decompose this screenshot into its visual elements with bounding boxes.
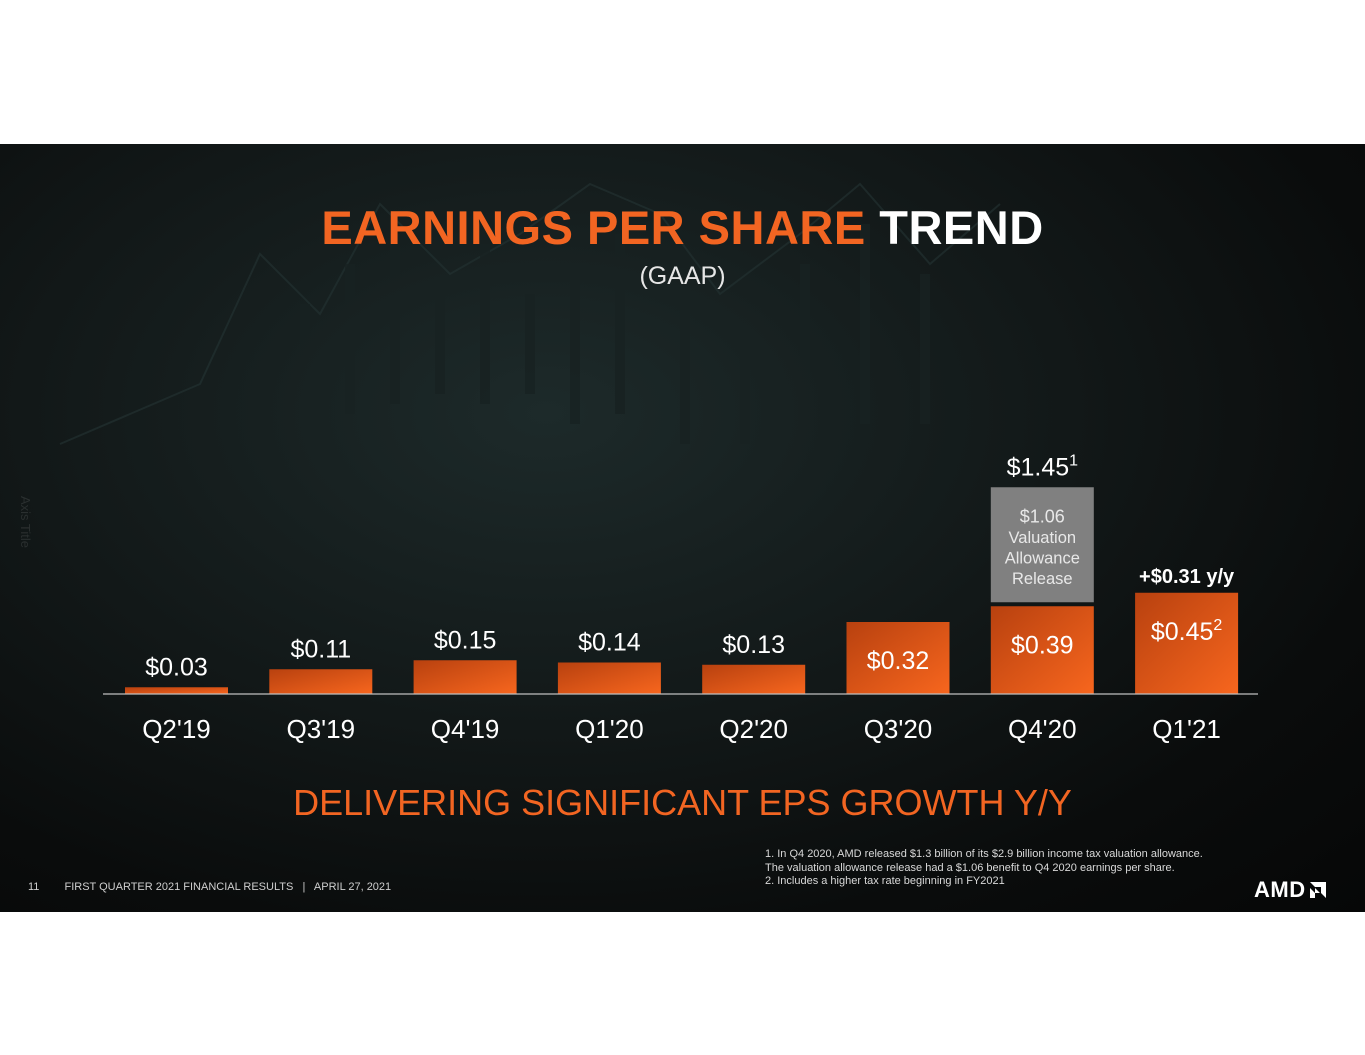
bar-total-label: $1.451 xyxy=(1007,452,1079,481)
bar-value-label: $0.452 xyxy=(1151,617,1223,646)
tagline: DELIVERING SIGNIFICANT EPS GROWTH Y/Y xyxy=(293,782,1072,823)
category-tick-label: Q4'20 xyxy=(1008,714,1077,744)
category-tick-label: Q2'19 xyxy=(142,714,211,744)
footer-text: FIRST QUARTER 2021 FINANCIAL RESULTS xyxy=(64,881,294,893)
title-orange-part: EARNINGS PER SHARE xyxy=(321,201,866,254)
bar-value-label: $0.32 xyxy=(867,647,930,675)
yoy-callout: +$0.31 y/y xyxy=(1139,566,1235,588)
footer: 11 FIRST QUARTER 2021 FINANCIAL RESULTS … xyxy=(28,881,391,893)
bar-valuation-release xyxy=(990,487,1094,603)
bar-eps xyxy=(702,664,806,694)
eps-bar-chart: $0.03 Q2'19 $0.11 Q3'19 $0.15 Q4'19 $0.14 Q1'20… xyxy=(103,452,1258,744)
footnote-line: 2. Includes a higher tax rate beginning … xyxy=(765,875,1005,887)
stack-label-line: $1.06 xyxy=(1020,506,1065,526)
bar-value-label: $0.15 xyxy=(434,626,497,654)
category-tick-label: Q1'21 xyxy=(1152,714,1221,744)
category-tick-label: Q4'19 xyxy=(431,714,500,744)
amd-logo: AMD xyxy=(1254,877,1328,903)
page-number: 11 xyxy=(28,881,40,893)
amd-arrow-icon xyxy=(1309,882,1326,898)
bar-eps xyxy=(557,662,661,694)
footer-separator: | xyxy=(302,881,306,893)
bar-eps xyxy=(125,687,228,694)
slide: EARNINGS PER SHARE TREND (GAAP) Axis Tit… xyxy=(0,144,1365,912)
slide-title: EARNINGS PER SHARE TREND xyxy=(0,200,1365,255)
bar-value-label: $0.11 xyxy=(290,635,351,663)
title-white-part: TREND xyxy=(879,201,1044,254)
bar-eps xyxy=(269,669,373,694)
bar-value-label: $0.14 xyxy=(578,629,641,657)
footnote-line: 1. In Q4 2020, AMD released $1.3 billion… xyxy=(765,848,1203,860)
category-tick-label: Q3'20 xyxy=(864,714,933,744)
bar-eps xyxy=(846,622,950,694)
amd-logo-text: AMD xyxy=(1254,877,1306,902)
category-tick-label: Q3'19 xyxy=(287,714,356,744)
footer-date: APRIL 27, 2021 xyxy=(313,881,392,893)
stack-label-line: Allowance xyxy=(1005,549,1080,567)
slide-subtitle: (GAAP) xyxy=(639,262,726,290)
category-tick-label: Q1'20 xyxy=(575,714,644,744)
footnote-line: The valuation allowance release had a $1… xyxy=(765,861,1175,874)
bar-eps xyxy=(413,660,517,694)
bar-eps xyxy=(990,606,1094,694)
background-candlestick-decoration xyxy=(59,182,1001,445)
bar-value-label: $0.13 xyxy=(722,631,785,659)
bar-value-label: $0.39 xyxy=(1011,631,1074,659)
stack-label-line: Valuation xyxy=(1009,529,1077,547)
stack-label-line: Release xyxy=(1012,570,1073,588)
footnotes: 1. In Q4 2020, AMD released $1.3 billion… xyxy=(765,848,1203,889)
bar-eps xyxy=(1135,592,1239,694)
category-tick-label: Q2'20 xyxy=(719,714,788,744)
bar-value-label: $0.03 xyxy=(145,653,208,681)
